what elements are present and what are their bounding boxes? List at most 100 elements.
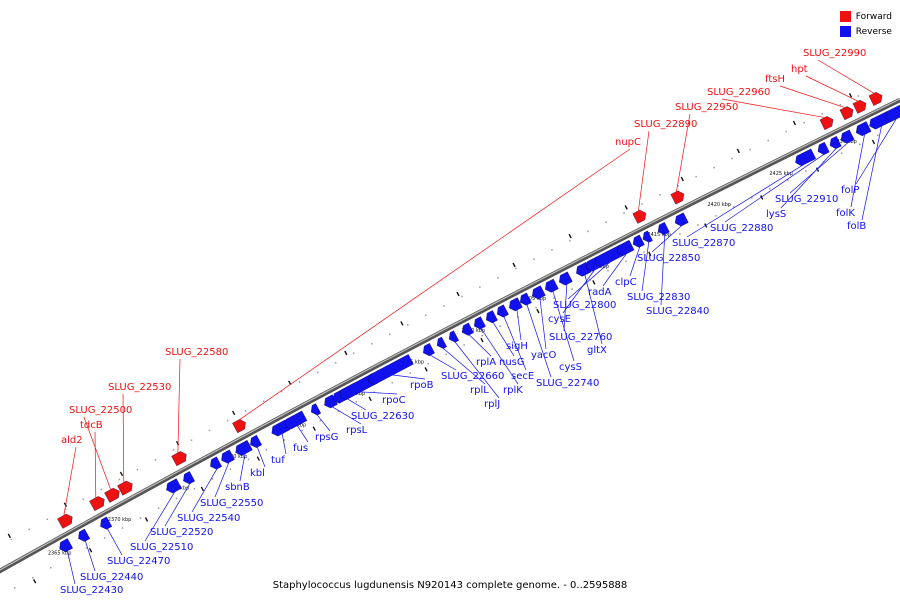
gene-label-rpsL: rpsL <box>346 425 368 436</box>
tick-mark <box>368 396 372 402</box>
gene-label-SLUG_22840: SLUG_22840 <box>646 306 709 317</box>
leader-secE <box>503 316 527 371</box>
tick-label: 2365 kbp <box>48 550 72 556</box>
gene-label-SLUG_22960: SLUG_22960 <box>707 87 770 98</box>
tick-mark <box>32 579 37 584</box>
tick-label: 2415 kbp <box>647 232 671 238</box>
gene-label-SLUG_22800: SLUG_22800 <box>553 300 616 311</box>
guide-dot <box>857 95 860 97</box>
gene-label-sbnB: sbnB <box>225 482 250 493</box>
guide-dot <box>731 157 733 160</box>
guide-dot <box>677 184 679 187</box>
gene-label-SLUG_22510: SLUG_22510 <box>130 542 193 553</box>
genome-backbone-highlight <box>0 98 900 571</box>
leader-SLUG_22800 <box>567 261 612 300</box>
forward-swatch <box>839 11 851 22</box>
guide-dot <box>713 166 715 169</box>
guide-dot <box>407 324 409 326</box>
guide-dot <box>553 297 555 300</box>
tick-mark <box>848 93 853 98</box>
leader-SLUG_22840 <box>660 233 666 306</box>
guide-dot <box>715 215 717 217</box>
gene-arrow-SLUG_22430 <box>59 538 73 553</box>
gene-arrow-lysS <box>829 136 842 149</box>
guide-dot <box>370 343 373 345</box>
guide-dot <box>172 449 175 451</box>
guide-dot <box>283 439 286 441</box>
map-caption: Staphylococcus lugdunensis N920143 compl… <box>273 580 628 591</box>
leader-SLUG_22520 <box>164 482 191 527</box>
guide-dot <box>211 478 214 480</box>
gene-arrow-sbnB <box>235 440 253 456</box>
leader-rpoB <box>391 374 426 380</box>
guide-dot <box>587 230 589 233</box>
gene-label-rplA: rplA <box>476 357 496 368</box>
guide-dot <box>265 448 268 451</box>
leader-SLUG_22470 <box>106 528 123 556</box>
gene-arrow-rplL <box>436 336 447 349</box>
guide-dot <box>427 362 429 365</box>
guide-dot <box>749 148 751 151</box>
leader-lysS <box>780 147 837 209</box>
track-guide-dots <box>10 95 879 589</box>
guide-dot <box>13 587 16 589</box>
guide-dot <box>46 518 49 521</box>
gene-label-SLUG_22830: SLUG_22830 <box>627 292 690 303</box>
guide-dot <box>85 547 88 549</box>
leader-SLUG_22950 <box>675 113 691 193</box>
gene-arrow-nusG <box>486 310 498 324</box>
guide-dot <box>463 344 465 346</box>
gene-arrow-rpsL <box>324 394 338 409</box>
leader-SLUG_22910 <box>789 141 849 194</box>
guide-dot <box>121 527 124 529</box>
tick-mark <box>480 337 484 343</box>
guide-dot <box>136 468 139 471</box>
guide-dot <box>100 488 103 491</box>
gene-arrow-SLUG_22540 <box>210 456 222 470</box>
legend-reverse-label: Reverse <box>855 26 892 37</box>
leader-yacO <box>539 297 547 350</box>
tick-mark <box>512 262 516 268</box>
tick-mark <box>256 456 260 461</box>
gene-label-radA: radA <box>588 287 612 298</box>
tick-mark <box>648 251 652 257</box>
gene-arrow-SLUG_22910 <box>840 129 855 144</box>
leader-sigH <box>516 309 522 341</box>
guide-dot <box>876 134 879 137</box>
guide-dot <box>298 381 301 383</box>
guide-dot <box>643 251 645 254</box>
gene-label-folK: folK <box>836 208 855 219</box>
tick-mark <box>871 139 876 145</box>
gene-arrow-folP <box>885 104 900 122</box>
leader-SLUG_22740 <box>526 304 552 378</box>
leader-SLUG_22530 <box>122 393 125 483</box>
gene-label-rpsG: rpsG <box>315 432 338 443</box>
guide-dot <box>641 203 643 205</box>
guide-dot <box>767 139 769 142</box>
guide-dot <box>337 410 340 413</box>
guide-dot <box>373 391 376 393</box>
tick-mark <box>680 176 684 182</box>
guide-dot <box>49 567 52 569</box>
tick-mark <box>144 517 149 522</box>
guide-dot <box>316 371 319 374</box>
gene-arrow-SLUG_22990 <box>868 92 883 106</box>
tick-mark <box>592 280 596 285</box>
gene-arrow-SLUG_22870 <box>795 148 817 167</box>
gene-label-SLUG_22470: SLUG_22470 <box>107 556 170 567</box>
leader-cysS <box>552 290 575 362</box>
guide-dot <box>280 390 283 393</box>
guide-dot <box>785 130 787 133</box>
leader-SLUG_22760 <box>563 283 568 332</box>
leader-tdcB <box>94 431 97 499</box>
guide-dot <box>139 517 142 519</box>
gene-label-folB: folB <box>847 221 866 232</box>
leader-SLUG_22430 <box>66 550 76 585</box>
gene-arrow-cysS <box>545 278 559 293</box>
tick-mark <box>344 350 348 356</box>
gene-arrow-hpt <box>852 99 867 114</box>
gene-label-clpC: clpC <box>615 277 637 288</box>
guide-dot <box>193 487 196 490</box>
leader-rplL <box>442 347 486 385</box>
guide-dot <box>64 508 67 511</box>
